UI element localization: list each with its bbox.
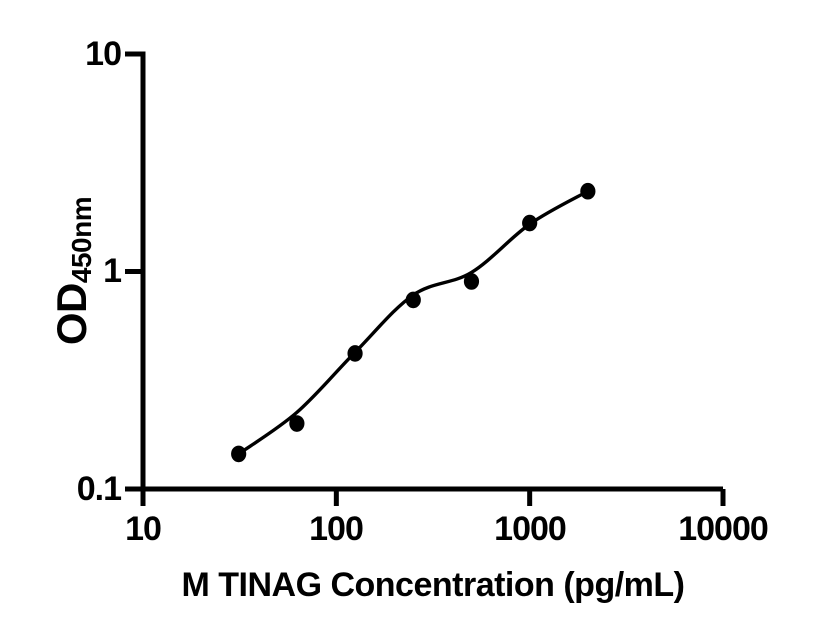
x-tick-label-10: 10: [125, 510, 162, 548]
y-tick-label-1: 1: [103, 252, 122, 290]
y-tick-label-0-1: 0.1: [76, 470, 122, 508]
y-axis-title: OD450nm: [48, 196, 97, 346]
y-axis-title-subscript: 450nm: [66, 196, 97, 284]
x-tick-label-1000: 1000: [494, 510, 567, 548]
data-point: [231, 445, 247, 463]
fit-curve: [237, 189, 589, 456]
x-axis-title: M TINAG Concentration (pg/mL): [181, 566, 685, 604]
data-point: [580, 182, 596, 200]
y-axis-title-main: OD: [48, 283, 95, 346]
x-tick-label-100: 100: [309, 510, 364, 548]
data-point: [405, 291, 421, 309]
axis-spine: [140, 51, 723, 492]
data-point: [347, 345, 363, 362]
x-tick-label-10000: 10000: [678, 510, 769, 548]
y-tick-label-10: 10: [85, 35, 122, 73]
data-point: [522, 214, 538, 232]
data-point: [289, 415, 305, 432]
data-point: [463, 273, 480, 290]
